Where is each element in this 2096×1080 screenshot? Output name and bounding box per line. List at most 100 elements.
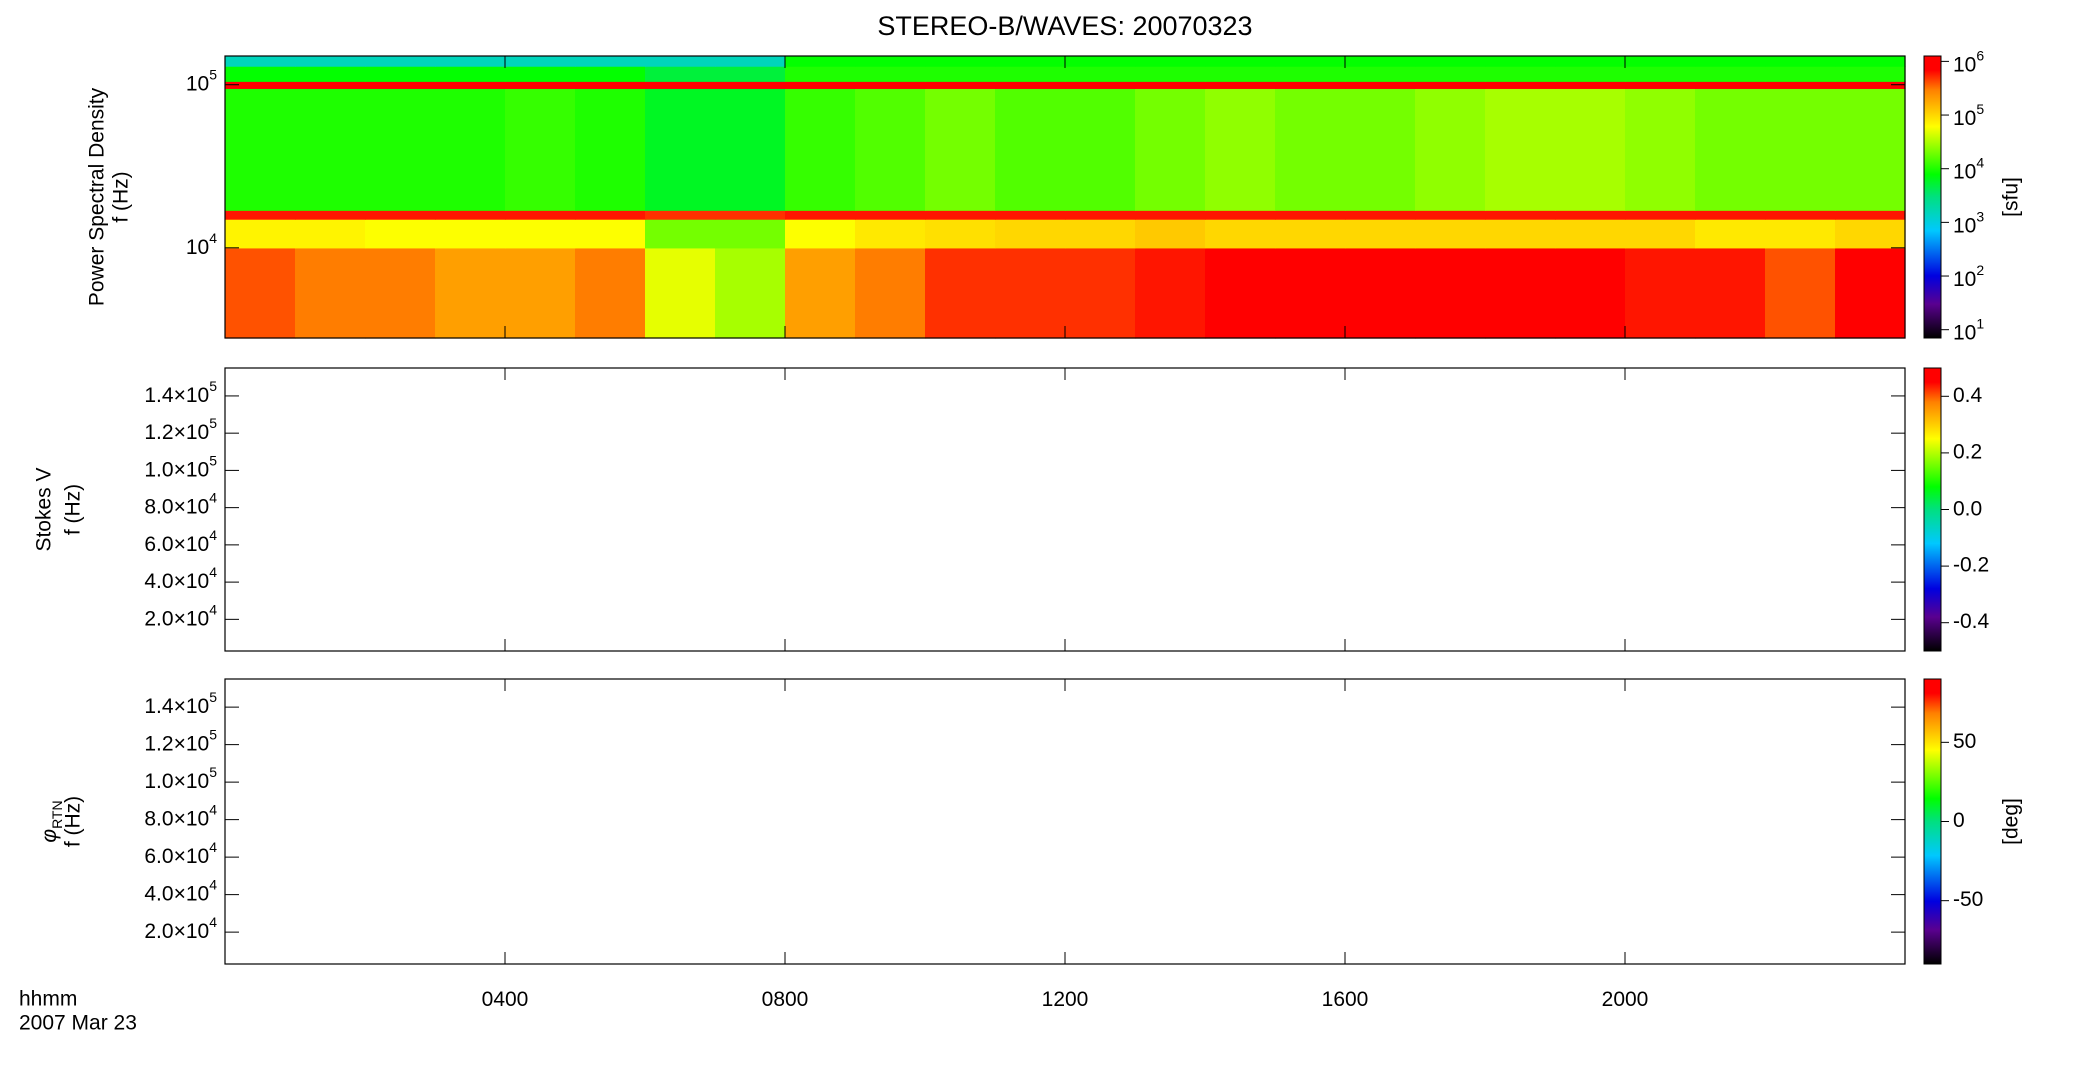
y-axis-label: φRTN [38, 800, 65, 842]
heatmap-cell [1065, 88, 1136, 211]
heatmap-cell [715, 56, 786, 67]
heatmap-cell [1135, 81, 1206, 89]
heatmap-cell [995, 66, 1066, 82]
heatmap-cell [1485, 247, 1556, 339]
y-tick-label-base: 10 [186, 72, 209, 95]
heatmap-cell [435, 66, 506, 82]
y-tick-label-base: 2.0×10 [144, 607, 209, 630]
colorbar-label: [deg] [2000, 798, 2023, 845]
heatmap-cell [1275, 247, 1346, 339]
heatmap-cell [925, 210, 996, 220]
heatmap-cell [715, 66, 786, 82]
heatmap-cell [435, 210, 506, 220]
heatmap-cell [925, 247, 996, 339]
y-tick-label-base: 8.0×10 [144, 495, 209, 518]
heatmap-cell [1345, 210, 1416, 220]
y-tick-label-base: 1.2×10 [144, 421, 209, 444]
heatmap-cell [1695, 66, 1766, 82]
colorbar-tick-label-exponent: 2 [1976, 262, 1984, 278]
heatmap-cell [1485, 66, 1556, 82]
heatmap-cell [1625, 219, 1696, 249]
colorbar-tick-label-base: 10 [1953, 160, 1976, 183]
y-tick-label-exponent: 5 [209, 726, 217, 742]
heatmap-cell [505, 210, 576, 220]
heatmap-cell [365, 81, 436, 89]
heatmap-cell [1345, 88, 1416, 211]
x-tick-label-base: 0800 [762, 988, 809, 1011]
heatmap-cell [1835, 81, 1906, 89]
heatmap-cell [1275, 66, 1346, 82]
heatmap-cell [1415, 66, 1486, 82]
heatmap-cell [715, 219, 786, 249]
heatmap-cell [575, 88, 646, 211]
heatmap-cell [1345, 81, 1416, 89]
colorbar-tick-label: 106 [1953, 47, 1984, 76]
heatmap-cell [925, 56, 996, 67]
y-tick-label: 6.0×104 [144, 839, 217, 868]
heatmap-cell [295, 88, 366, 211]
x-tick-label: 1200 [1042, 988, 1089, 1011]
heatmap-cell [435, 247, 506, 339]
colorbar-tick-label: 0.2 [1953, 440, 1982, 463]
heatmap-cell [1695, 210, 1766, 220]
heatmap-cell [1065, 219, 1136, 249]
heatmap-cell [855, 219, 926, 249]
y-tick-label-base: 1.4×10 [144, 383, 209, 406]
heatmap-cell [1415, 210, 1486, 220]
heatmap-cell [1415, 247, 1486, 339]
heatmap-cell [575, 66, 646, 82]
y-tick-label-exponent: 4 [209, 489, 217, 505]
y-tick-label: 105 [186, 66, 217, 95]
heatmap-cell [365, 219, 436, 249]
heatmap-cell [1065, 210, 1136, 220]
y-axis-label-sub: RTN [49, 800, 65, 829]
heatmap-cell [505, 88, 576, 211]
heatmap-cell [295, 66, 366, 82]
heatmap-cell [575, 81, 646, 89]
y-tick-label-base: 1.4×10 [144, 695, 209, 718]
heatmap-cell [225, 210, 296, 220]
heatmap-cell [1555, 81, 1626, 89]
colorbar-tick-label: 0 [1953, 809, 1965, 832]
heatmap-cell [1205, 66, 1276, 82]
heatmap-cell [1765, 88, 1836, 211]
colorbar-tick-label-base: 10 [1953, 268, 1976, 291]
heatmap-cell [995, 247, 1066, 339]
heatmap-cell [645, 247, 716, 339]
heatmap-cell [855, 81, 926, 89]
colorbar-tick-label: 50 [1953, 730, 1976, 753]
heatmap-cell [715, 210, 786, 220]
heatmap-cell [1205, 81, 1276, 89]
y-tick-label-exponent: 5 [209, 689, 217, 705]
y-tick-label: 8.0×104 [144, 489, 217, 518]
heatmap-cell [785, 81, 856, 89]
heatmap-cell [1345, 219, 1416, 249]
x-tick-label-base: 1600 [1322, 988, 1369, 1011]
heatmap-cell [785, 210, 856, 220]
colorbar-label: [sfu] [2000, 177, 2023, 217]
heatmap-cell [925, 219, 996, 249]
heatmap-cell [1135, 210, 1206, 220]
colorbar-tick-label: -0.2 [1953, 554, 1989, 577]
colorbar-tick-label: -50 [1953, 888, 1983, 911]
heatmap-cell [645, 66, 716, 82]
heatmap-cell [995, 56, 1066, 67]
y-tick-label-exponent: 4 [209, 564, 217, 580]
heatmap-cell [645, 81, 716, 89]
heatmap-cell [995, 81, 1066, 89]
y-tick-label-base: 4.0×10 [144, 882, 209, 905]
heatmap-cell [1695, 56, 1766, 67]
y-axis-label: f (Hz) [110, 171, 133, 222]
heatmap-cell [1555, 56, 1626, 67]
heatmap-cell [1625, 81, 1696, 89]
y-tick-label-exponent: 4 [209, 527, 217, 543]
heatmap-cell [1135, 88, 1206, 211]
y-tick-label-base: 1.0×10 [144, 458, 209, 481]
y-tick-label-exponent: 4 [209, 801, 217, 817]
y-tick-label-base: 6.0×10 [144, 845, 209, 868]
heatmap-cell [1205, 247, 1276, 339]
heatmap-cell [295, 219, 366, 249]
y-tick-label-exponent: 4 [209, 876, 217, 892]
x-tick-label: 0800 [762, 988, 809, 1011]
heatmap-cell [1065, 81, 1136, 89]
